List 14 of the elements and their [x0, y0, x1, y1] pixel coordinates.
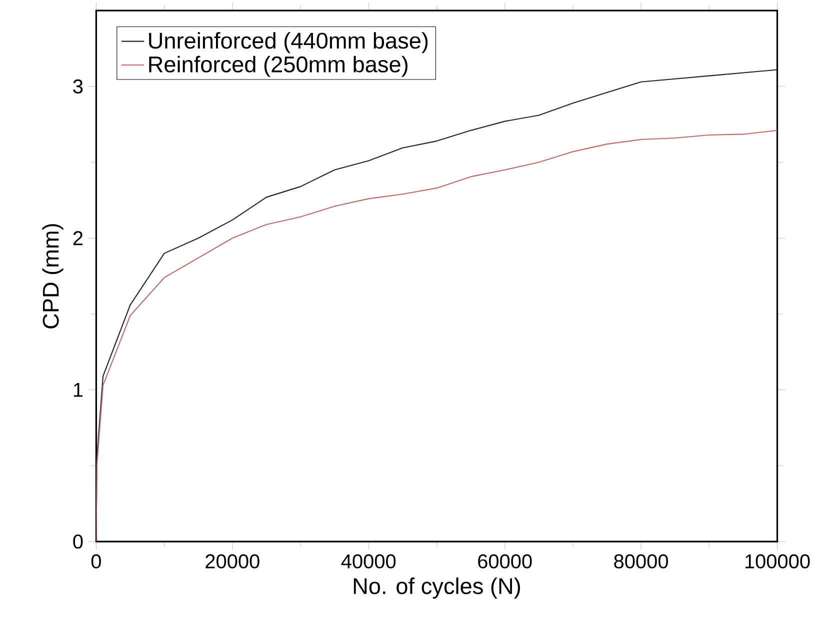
x-tick-label: 80000 [614, 554, 668, 568]
y-axis-title: CPD (mm) [42, 224, 64, 328]
x-tick-label: 100000 [745, 554, 810, 568]
x-axis-title: No. of cycles (N) [354, 577, 520, 598]
x-tick-label: 60000 [478, 554, 532, 568]
x-tick-label: 40000 [341, 554, 396, 568]
legend-label: Reinforced (250mm base) [149, 56, 408, 77]
legend-label: Unreinforced (440mm base) [149, 32, 428, 53]
y-tick-label: 1 [74, 382, 83, 397]
y-tick-label: 3 [73, 79, 83, 94]
x-tick-label: 0 [91, 554, 101, 568]
y-tick-label: 0 [73, 534, 83, 548]
x-tick-label: 20000 [206, 554, 260, 568]
y-tick-label: 2 [73, 230, 83, 245]
